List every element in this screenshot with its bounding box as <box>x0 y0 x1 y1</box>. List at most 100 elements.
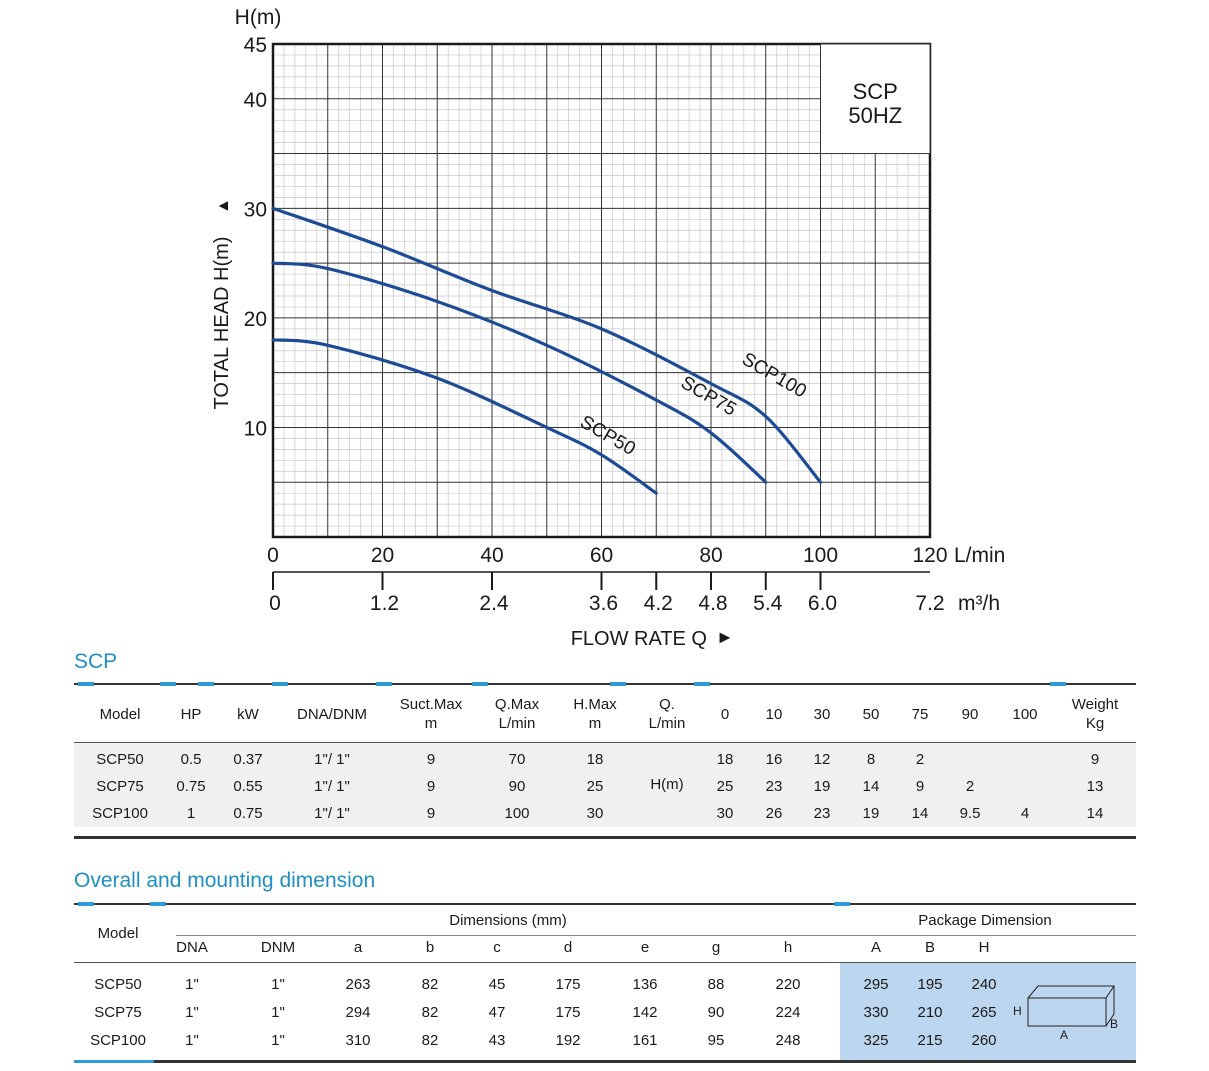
t2-cell: 195 <box>917 976 943 993</box>
x-tick-label: 0 <box>267 544 279 567</box>
t2-cell: 136 <box>632 976 658 993</box>
t2-cell: 294 <box>345 1004 371 1021</box>
t2-cell: 1" <box>271 976 285 993</box>
package-box-diagram: H A B <box>1013 985 1118 1042</box>
chart-title-line2: 50HZ <box>848 103 902 128</box>
t2-subheader-cell: d <box>563 939 573 956</box>
t1-cell: 23 <box>765 778 783 795</box>
t2-cell: 310 <box>345 1032 371 1049</box>
t1-cell: 14 <box>862 778 880 795</box>
t2-cell: 90 <box>707 1004 725 1021</box>
t2-package-header: Package Dimension <box>918 912 1052 929</box>
t2-cell: 224 <box>775 1004 801 1021</box>
t2-cell: 1" <box>185 976 199 993</box>
t2-cell: 175 <box>555 976 581 993</box>
t2-cell: 95 <box>707 1032 725 1049</box>
t2-cell: 248 <box>775 1032 801 1049</box>
x-tick-labels: 0 20 40 60 80 100 120 <box>267 544 947 567</box>
table2-top-rule <box>74 902 1136 906</box>
t2-model-cell: SCP50 <box>94 976 142 993</box>
table1-header-rule <box>74 742 1136 743</box>
table1-bottom-rule <box>74 836 1136 839</box>
x2-tick-label: 5.4 <box>753 592 783 615</box>
t2-model-header: Model <box>97 925 139 942</box>
t2-cell: 325 <box>863 1032 889 1049</box>
t1-cell: 0.37 <box>233 751 263 768</box>
t2-cell: 263 <box>345 976 371 993</box>
t1-header-cell: 50 <box>862 705 880 723</box>
t2-cell: 215 <box>917 1032 943 1049</box>
t2-cell: 82 <box>421 976 439 993</box>
x-tick-label: 100 <box>803 544 838 567</box>
x2-tick-label: 4.8 <box>698 592 727 615</box>
t1-cell: 1"/ 1" <box>314 751 350 768</box>
series-label-scp50: SCP50 <box>576 412 639 460</box>
t1-cell: 9 <box>426 805 436 822</box>
x-tick-label: 60 <box>590 544 613 567</box>
t2-cell: 1" <box>271 1032 285 1049</box>
t2-cell: 260 <box>971 1032 997 1049</box>
x2-axis: 0 1.2 2.4 3.6 4.2 4.8 5.4 6.0 7.2 <box>269 571 945 615</box>
t1-header-cell: 10 <box>765 705 783 723</box>
box-label-a: A <box>1060 1028 1068 1042</box>
t2-subheader-cell: B <box>924 939 935 956</box>
t1-cell: 0.75 <box>233 805 263 822</box>
t2-cell: 43 <box>488 1032 506 1049</box>
t1-hm-label: H(m) <box>650 776 684 793</box>
x2-tick-label: 1.2 <box>370 592 399 615</box>
t2-cell: 88 <box>707 976 725 993</box>
t1-cell: 19 <box>862 805 880 822</box>
t2-cell: 161 <box>632 1032 658 1049</box>
t2-cell: 82 <box>421 1004 439 1021</box>
x2-tick-label: 2.4 <box>479 592 509 615</box>
plot-frame <box>271 42 932 539</box>
x-tick-label: 40 <box>480 544 503 567</box>
y-tick-label: 10 <box>244 417 267 440</box>
t1-cell <box>944 742 996 773</box>
chart-title-box <box>820 43 931 155</box>
x-tick-label: 80 <box>699 544 722 567</box>
t1-cell: 12 <box>813 751 831 768</box>
y-axis-arrow-icon: ▲ <box>215 198 232 214</box>
t1-cell: 25 <box>716 778 734 795</box>
t2-subheader-cell: a <box>353 939 363 956</box>
t2-subheader-cell: DNM <box>260 939 296 956</box>
t2-cell: 175 <box>555 1004 581 1021</box>
x2-tick-label: 7.2 <box>915 592 944 615</box>
table1-top-rule <box>74 682 1136 686</box>
t1-cell: 19 <box>813 778 831 795</box>
t2-dimensions-header: Dimensions (mm) <box>449 912 567 929</box>
t2-cell: 210 <box>917 1004 943 1021</box>
t1-cell: 0.5 <box>180 751 202 768</box>
table1-header-row: Model HP kW DNA/DNM Suct.Max m Q.Max L/min H.M… <box>74 686 1136 742</box>
t2-cell: 192 <box>555 1032 581 1049</box>
box-label-h: H <box>1013 1004 1022 1018</box>
t1-cell: 70 <box>508 751 526 768</box>
t1-cell: 25 <box>586 778 604 795</box>
t1-cell: 9.5 <box>959 805 981 822</box>
package-bg <box>840 963 1136 1060</box>
t2-cell: 330 <box>863 1004 889 1021</box>
t1-header-cell: DNA/DNM <box>297 705 367 723</box>
t2-subheader-cell: c <box>493 939 501 956</box>
t1-cell: SCP100 <box>92 805 148 822</box>
series-label-scp75: SCP75 <box>677 372 740 420</box>
t1-cell: 16 <box>765 751 783 768</box>
t1-cell: 18 <box>586 751 604 768</box>
t1-cell: SCP75 <box>96 778 144 795</box>
t1-header-cell: kW <box>237 705 259 723</box>
table2-header-rule <box>74 962 1136 963</box>
y-tick-label: 30 <box>244 198 267 221</box>
t1-header-cell: Model <box>99 705 141 723</box>
t1-cell: 1"/ 1" <box>314 778 350 795</box>
x2-tick-label: 0 <box>269 592 281 615</box>
t1-cell: 2 <box>965 778 975 795</box>
x2-unit-label: m³/h <box>958 592 1000 615</box>
t1-cell: 0.55 <box>233 778 263 795</box>
t1-header-cell: 0 <box>720 705 730 723</box>
table2-mid-rule <box>176 935 1136 936</box>
t2-cell: 220 <box>775 976 801 993</box>
t2-cell: 1" <box>185 1032 199 1049</box>
